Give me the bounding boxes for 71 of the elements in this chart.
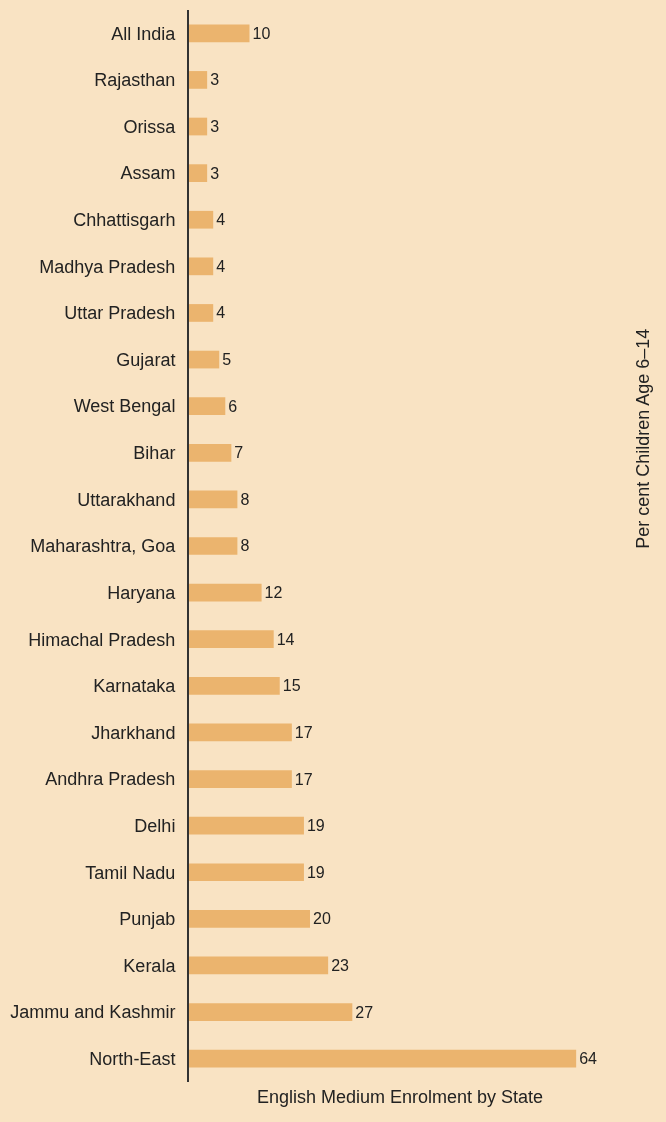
data-label: 27: [355, 1002, 374, 1021]
y-tick-label: Tamil Nadu: [85, 862, 176, 883]
y-tick-label: Andhra Pradesh: [45, 769, 176, 790]
y-tick-label: Haryana: [107, 582, 177, 603]
bar: [189, 816, 304, 835]
bar: [189, 863, 304, 882]
y-tick-label: North-East: [89, 1049, 176, 1069]
data-label: 4: [216, 210, 226, 229]
y-tick-label: Rajasthan: [94, 70, 176, 91]
data-label: 64: [579, 1049, 598, 1068]
bar: [189, 1049, 577, 1068]
bar: [189, 770, 292, 788]
data-label: 17: [294, 769, 313, 788]
bar: [189, 490, 238, 509]
data-label: 19: [306, 862, 325, 881]
data-label: 6: [228, 396, 238, 415]
data-label: 3: [210, 70, 220, 89]
bar: [189, 164, 208, 182]
data-label: 4: [216, 256, 226, 275]
bar: [189, 71, 208, 89]
data-label: 3: [210, 163, 220, 182]
bar: [189, 956, 329, 975]
y-tick-label: Uttarakhand: [77, 489, 176, 510]
y-tick-label: Chhattisgarh: [73, 210, 176, 231]
data-label: 12: [264, 583, 283, 602]
y-tick-label: Kerala: [123, 955, 177, 976]
y-tick-label: Madhya Pradesh: [39, 256, 176, 277]
data-label: 14: [276, 629, 295, 648]
data-label: 8: [240, 489, 250, 508]
bar: [189, 24, 250, 43]
y-tick-label: Maharashtra, Goa: [30, 536, 177, 557]
y-tick-label: Gujarat: [116, 349, 176, 370]
y-tick-label: Punjab: [119, 909, 176, 930]
y-tick-label: All India: [111, 23, 177, 44]
data-label: 15: [282, 676, 301, 695]
y-tick-label: Jharkhand: [91, 722, 176, 743]
bar: [189, 210, 214, 229]
data-label: 4: [216, 303, 226, 322]
bar: [189, 304, 214, 322]
y-tick-label: Bihar: [133, 443, 176, 464]
bar: [189, 630, 274, 649]
bar: [189, 583, 262, 602]
y-tick-label: Karnataka: [93, 676, 177, 697]
y-tick-label: West Bengal: [73, 396, 176, 417]
bar: [189, 910, 310, 928]
bar: [189, 397, 226, 416]
bar: [189, 350, 220, 369]
data-label: 10: [252, 23, 271, 42]
bar: [189, 723, 292, 742]
y-tick-label: Himachal Pradesh: [28, 629, 176, 650]
data-label: 3: [210, 117, 220, 136]
data-label: 20: [313, 909, 331, 928]
bar: [189, 443, 232, 462]
y-tick-label: Uttar Pradesh: [64, 303, 176, 324]
bar: [189, 1003, 353, 1021]
data-label: 17: [294, 722, 313, 741]
data-label: 7: [234, 443, 244, 462]
bar: [189, 117, 208, 136]
x-axis-title: English Medium Enrolment by State: [256, 1087, 544, 1108]
data-label: 5: [222, 350, 232, 369]
y-axis-title: Per cent Children Age 6–14: [633, 328, 654, 549]
data-label: 19: [306, 816, 325, 835]
y-tick-label: Jammu and Kashmir: [10, 1002, 176, 1023]
data-label: 23: [331, 955, 350, 974]
y-tick-label: Orissa: [123, 116, 177, 137]
bar: [189, 257, 214, 276]
bar: [189, 537, 238, 555]
data-label: 8: [240, 536, 250, 555]
bar: [189, 676, 280, 695]
y-tick-label: Delhi: [134, 815, 176, 836]
y-tick-label: Assam: [120, 163, 176, 184]
